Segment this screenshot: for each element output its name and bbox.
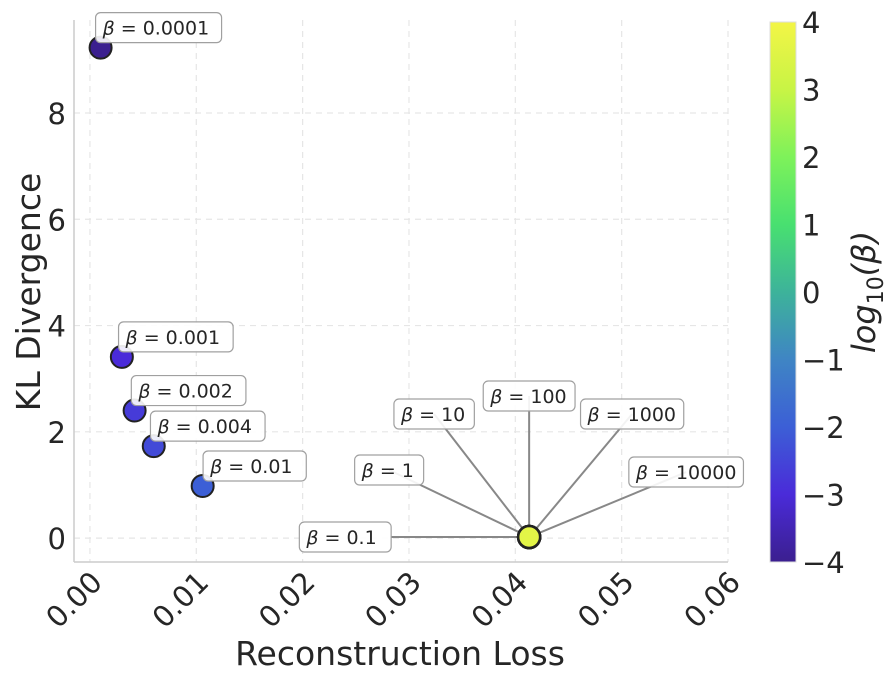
y-axis-ticks: 0 2 4 6 8 bbox=[48, 97, 66, 556]
colorbar-tick-label: −3 bbox=[802, 479, 845, 513]
annotation-greek: β bbox=[489, 386, 502, 408]
annotation-box bbox=[202, 450, 307, 482]
x-axis-ticks: 0.00 0.01 0.02 0.03 0.04 0.05 0.06 bbox=[39, 565, 747, 635]
x-tick-label: 0.02 bbox=[252, 565, 322, 635]
annotation-value: = 0.001 bbox=[138, 327, 220, 349]
colorbar-tick-label: 3 bbox=[802, 74, 820, 108]
annotation-label: β = 1000 bbox=[579, 398, 685, 430]
annotation-text: β = 0.1 bbox=[305, 527, 376, 549]
annotation-greek: β bbox=[102, 18, 115, 40]
colorbar-tick-label: −2 bbox=[802, 411, 845, 445]
annotation-text: β = 1 bbox=[361, 460, 414, 482]
y-tick-label: 0 bbox=[48, 522, 66, 556]
annotation-box bbox=[149, 410, 266, 442]
annotation-label: β = 0.01 bbox=[202, 450, 307, 482]
annotation-value: = 10 bbox=[413, 404, 465, 426]
x-tick-label: 0.00 bbox=[39, 565, 109, 635]
annotation-box bbox=[482, 380, 576, 412]
x-tick-label: 0.03 bbox=[358, 565, 428, 635]
y-axis-label: KL Divergence bbox=[9, 173, 48, 412]
annotation-box bbox=[579, 398, 685, 430]
colorbar-tick-label: −4 bbox=[802, 546, 845, 580]
annotation-value: = 0.01 bbox=[222, 456, 292, 478]
annotation-greek: β bbox=[635, 462, 648, 484]
annotation-value: = 0.0001 bbox=[115, 18, 209, 40]
annotation-greek: β bbox=[125, 327, 138, 349]
colorbar-tick-label: 4 bbox=[802, 6, 820, 40]
annotation-value: = 0.004 bbox=[170, 416, 252, 438]
annotation-leader-line bbox=[528, 413, 633, 538]
annotation-label: β = 1 bbox=[354, 454, 425, 486]
y-tick-label: 8 bbox=[48, 97, 66, 131]
colorbar-tick-label: 1 bbox=[802, 209, 820, 243]
annotation-text: β = 0.004 bbox=[156, 416, 252, 438]
annotation-box bbox=[94, 12, 223, 44]
annotation-greek: β bbox=[361, 460, 374, 482]
annotation-box bbox=[628, 456, 745, 488]
annotation-label: β = 100 bbox=[482, 380, 576, 412]
colorbar-label: log10(β) bbox=[845, 231, 889, 353]
annotation-box bbox=[117, 321, 234, 353]
x-tick-label: 0.06 bbox=[677, 565, 747, 635]
annotation-label: β = 10 bbox=[393, 398, 475, 430]
annotation-label: β = 0.001 bbox=[117, 321, 234, 353]
annotation-value: = 0.1 bbox=[318, 527, 376, 549]
annotation-text: β = 10 bbox=[400, 404, 465, 426]
annotation-label: β = 10000 bbox=[628, 456, 745, 488]
colorbar-gradient bbox=[769, 21, 797, 563]
colorbar-tick-label: 0 bbox=[802, 276, 820, 310]
y-tick-label: 4 bbox=[48, 310, 66, 344]
axes-frame bbox=[73, 20, 728, 563]
annotation-greek: β bbox=[305, 527, 318, 549]
annotation-greek: β bbox=[137, 381, 150, 403]
annotation-text: β = 1000 bbox=[587, 404, 677, 426]
annotation-value: = 1000 bbox=[600, 404, 676, 426]
annotation-box bbox=[354, 454, 425, 486]
colorbar-tick-label: 2 bbox=[802, 141, 820, 175]
annotation-text: β = 0.002 bbox=[137, 381, 233, 403]
y-tick-label: 6 bbox=[48, 203, 66, 237]
annotation-label: β = 0.004 bbox=[149, 410, 266, 442]
colorbar-tick-label: −1 bbox=[802, 344, 845, 378]
annotation-box bbox=[298, 521, 392, 553]
annotation-text: β = 0.0001 bbox=[102, 18, 210, 40]
annotation-text: β = 100 bbox=[489, 386, 566, 408]
x-tick-label: 0.04 bbox=[465, 565, 535, 635]
annotation-text: β = 10000 bbox=[635, 462, 737, 484]
annotation-value: = 0.002 bbox=[150, 381, 232, 403]
annotation-value: = 10000 bbox=[648, 462, 736, 484]
annotation-box bbox=[130, 374, 247, 407]
annotation-text: β = 0.01 bbox=[209, 456, 292, 478]
annotation-greek: β bbox=[400, 404, 413, 426]
annotation-value: = 100 bbox=[502, 386, 566, 408]
x-tick-label: 0.01 bbox=[146, 565, 216, 635]
annotation-greek: β bbox=[587, 404, 600, 426]
annotation-greek: β bbox=[156, 416, 169, 438]
annotation-label: β = 0.0001 bbox=[94, 12, 223, 44]
scatter-point bbox=[516, 524, 542, 550]
annotation-label: β = 0.002 bbox=[130, 374, 247, 407]
annotation-greek: β bbox=[209, 456, 222, 478]
x-tick-label: 0.05 bbox=[571, 565, 641, 635]
y-tick-label: 2 bbox=[48, 416, 66, 450]
annotation-leader-line bbox=[433, 413, 530, 538]
x-axis-label: Reconstruction Loss bbox=[235, 634, 565, 673]
annotation-value: = 1 bbox=[374, 460, 414, 482]
colorbar: −4 −3 −2 −1 0 1 2 3 4 log10(β) bbox=[769, 6, 889, 580]
annotation-text: β = 0.001 bbox=[125, 327, 221, 349]
annotation-label: β = 0.1 bbox=[298, 521, 392, 553]
annotation-box bbox=[393, 398, 475, 430]
